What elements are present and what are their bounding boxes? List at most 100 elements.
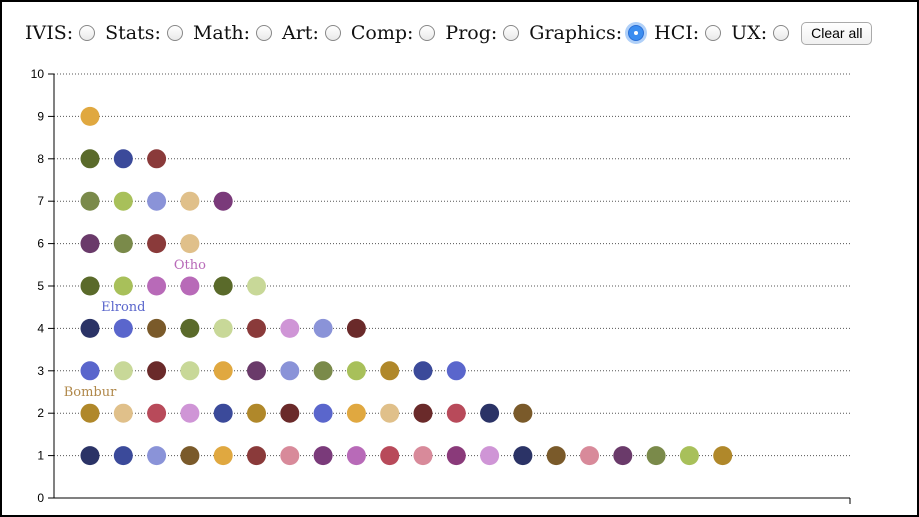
data-point [180, 446, 200, 466]
clear-all-button[interactable]: Clear all [801, 21, 873, 45]
y-tick-label: 2 [37, 406, 44, 420]
data-point [80, 106, 100, 126]
data-point [113, 276, 133, 296]
filter-radio[interactable] [324, 25, 341, 41]
data-point [113, 403, 133, 423]
data-point [679, 446, 699, 466]
filter-radio[interactable] [628, 25, 645, 41]
point-label: Bombur [64, 385, 117, 400]
data-point [313, 318, 333, 338]
data-point [346, 318, 366, 338]
data-point [147, 361, 167, 381]
filter-option-label: Math: [192, 22, 250, 44]
data-point [480, 403, 500, 423]
data-point [80, 276, 100, 296]
point-label: Otho [174, 258, 206, 273]
data-point [113, 446, 133, 466]
data-point [113, 361, 133, 381]
data-point [113, 191, 133, 211]
data-point [313, 446, 333, 466]
data-point [280, 361, 300, 381]
y-tick-label: 8 [37, 152, 44, 166]
data-point [213, 191, 233, 211]
data-point [213, 361, 233, 381]
filter-option: Art: [282, 22, 351, 44]
filter-option: Math: [193, 22, 282, 44]
data-point [346, 403, 366, 423]
data-point [646, 446, 666, 466]
filter-option-label: Graphics: [529, 22, 623, 44]
data-point [113, 318, 133, 338]
data-point [313, 403, 333, 423]
data-point [413, 446, 433, 466]
filter-radio[interactable] [773, 25, 790, 41]
filter-radio[interactable] [79, 25, 96, 41]
y-tick-label: 1 [37, 449, 44, 463]
data-point [80, 446, 100, 466]
data-point [80, 361, 100, 381]
data-point [247, 318, 266, 338]
data-point [147, 149, 167, 169]
data-point [213, 403, 233, 423]
data-point [480, 446, 500, 466]
data-point [180, 234, 200, 254]
filter-radio[interactable] [705, 25, 722, 41]
y-tick-label: 10 [31, 67, 45, 81]
data-point [180, 361, 200, 381]
data-point [147, 276, 167, 296]
filter-option-label: Prog: [445, 22, 498, 44]
data-point [147, 403, 167, 423]
data-point [313, 361, 333, 381]
filter-option-label: UX: [731, 22, 768, 44]
data-point [580, 446, 599, 466]
data-point [247, 446, 266, 466]
filter-option-label: Art: [282, 22, 319, 44]
data-point [280, 403, 300, 423]
data-point [180, 191, 200, 211]
data-point [380, 403, 400, 423]
data-point [546, 446, 566, 466]
data-point [446, 446, 466, 466]
filter-radio[interactable] [419, 25, 436, 41]
data-point [180, 276, 200, 296]
filter-option: IVIS: [25, 22, 105, 44]
data-point [147, 446, 167, 466]
filter-radio[interactable] [166, 25, 183, 41]
data-point [413, 361, 433, 381]
filter-option: Comp: [351, 22, 446, 44]
filter-option: Stats: [105, 22, 193, 44]
data-point [147, 234, 167, 254]
y-tick-label: 7 [37, 194, 44, 208]
data-point [213, 318, 233, 338]
data-point [213, 276, 233, 296]
data-point [113, 149, 133, 169]
data-point [80, 234, 100, 254]
data-point [280, 318, 300, 338]
data-point [446, 361, 466, 381]
data-point [147, 191, 167, 211]
filter-radio[interactable] [256, 25, 272, 41]
y-tick-label: 0 [37, 491, 44, 505]
filter-option-label: Stats: [105, 22, 161, 44]
data-point [247, 403, 266, 423]
data-point [180, 318, 200, 338]
data-point [446, 403, 466, 423]
filter-option: HCI: [654, 22, 731, 44]
point-label: Elrond [101, 300, 145, 315]
data-point [80, 318, 100, 338]
filter-option-label: HCI: [654, 22, 700, 44]
data-point [80, 403, 100, 423]
filter-option-label: IVIS: [25, 22, 74, 44]
filter-radio[interactable] [503, 25, 520, 41]
data-point [413, 403, 433, 423]
data-point [380, 446, 400, 466]
filter-option: Prog: [445, 22, 529, 44]
data-point [713, 446, 733, 466]
data-point [513, 446, 533, 466]
data-point [247, 276, 266, 296]
data-point [280, 446, 300, 466]
data-point [113, 234, 133, 254]
data-point [147, 318, 167, 338]
